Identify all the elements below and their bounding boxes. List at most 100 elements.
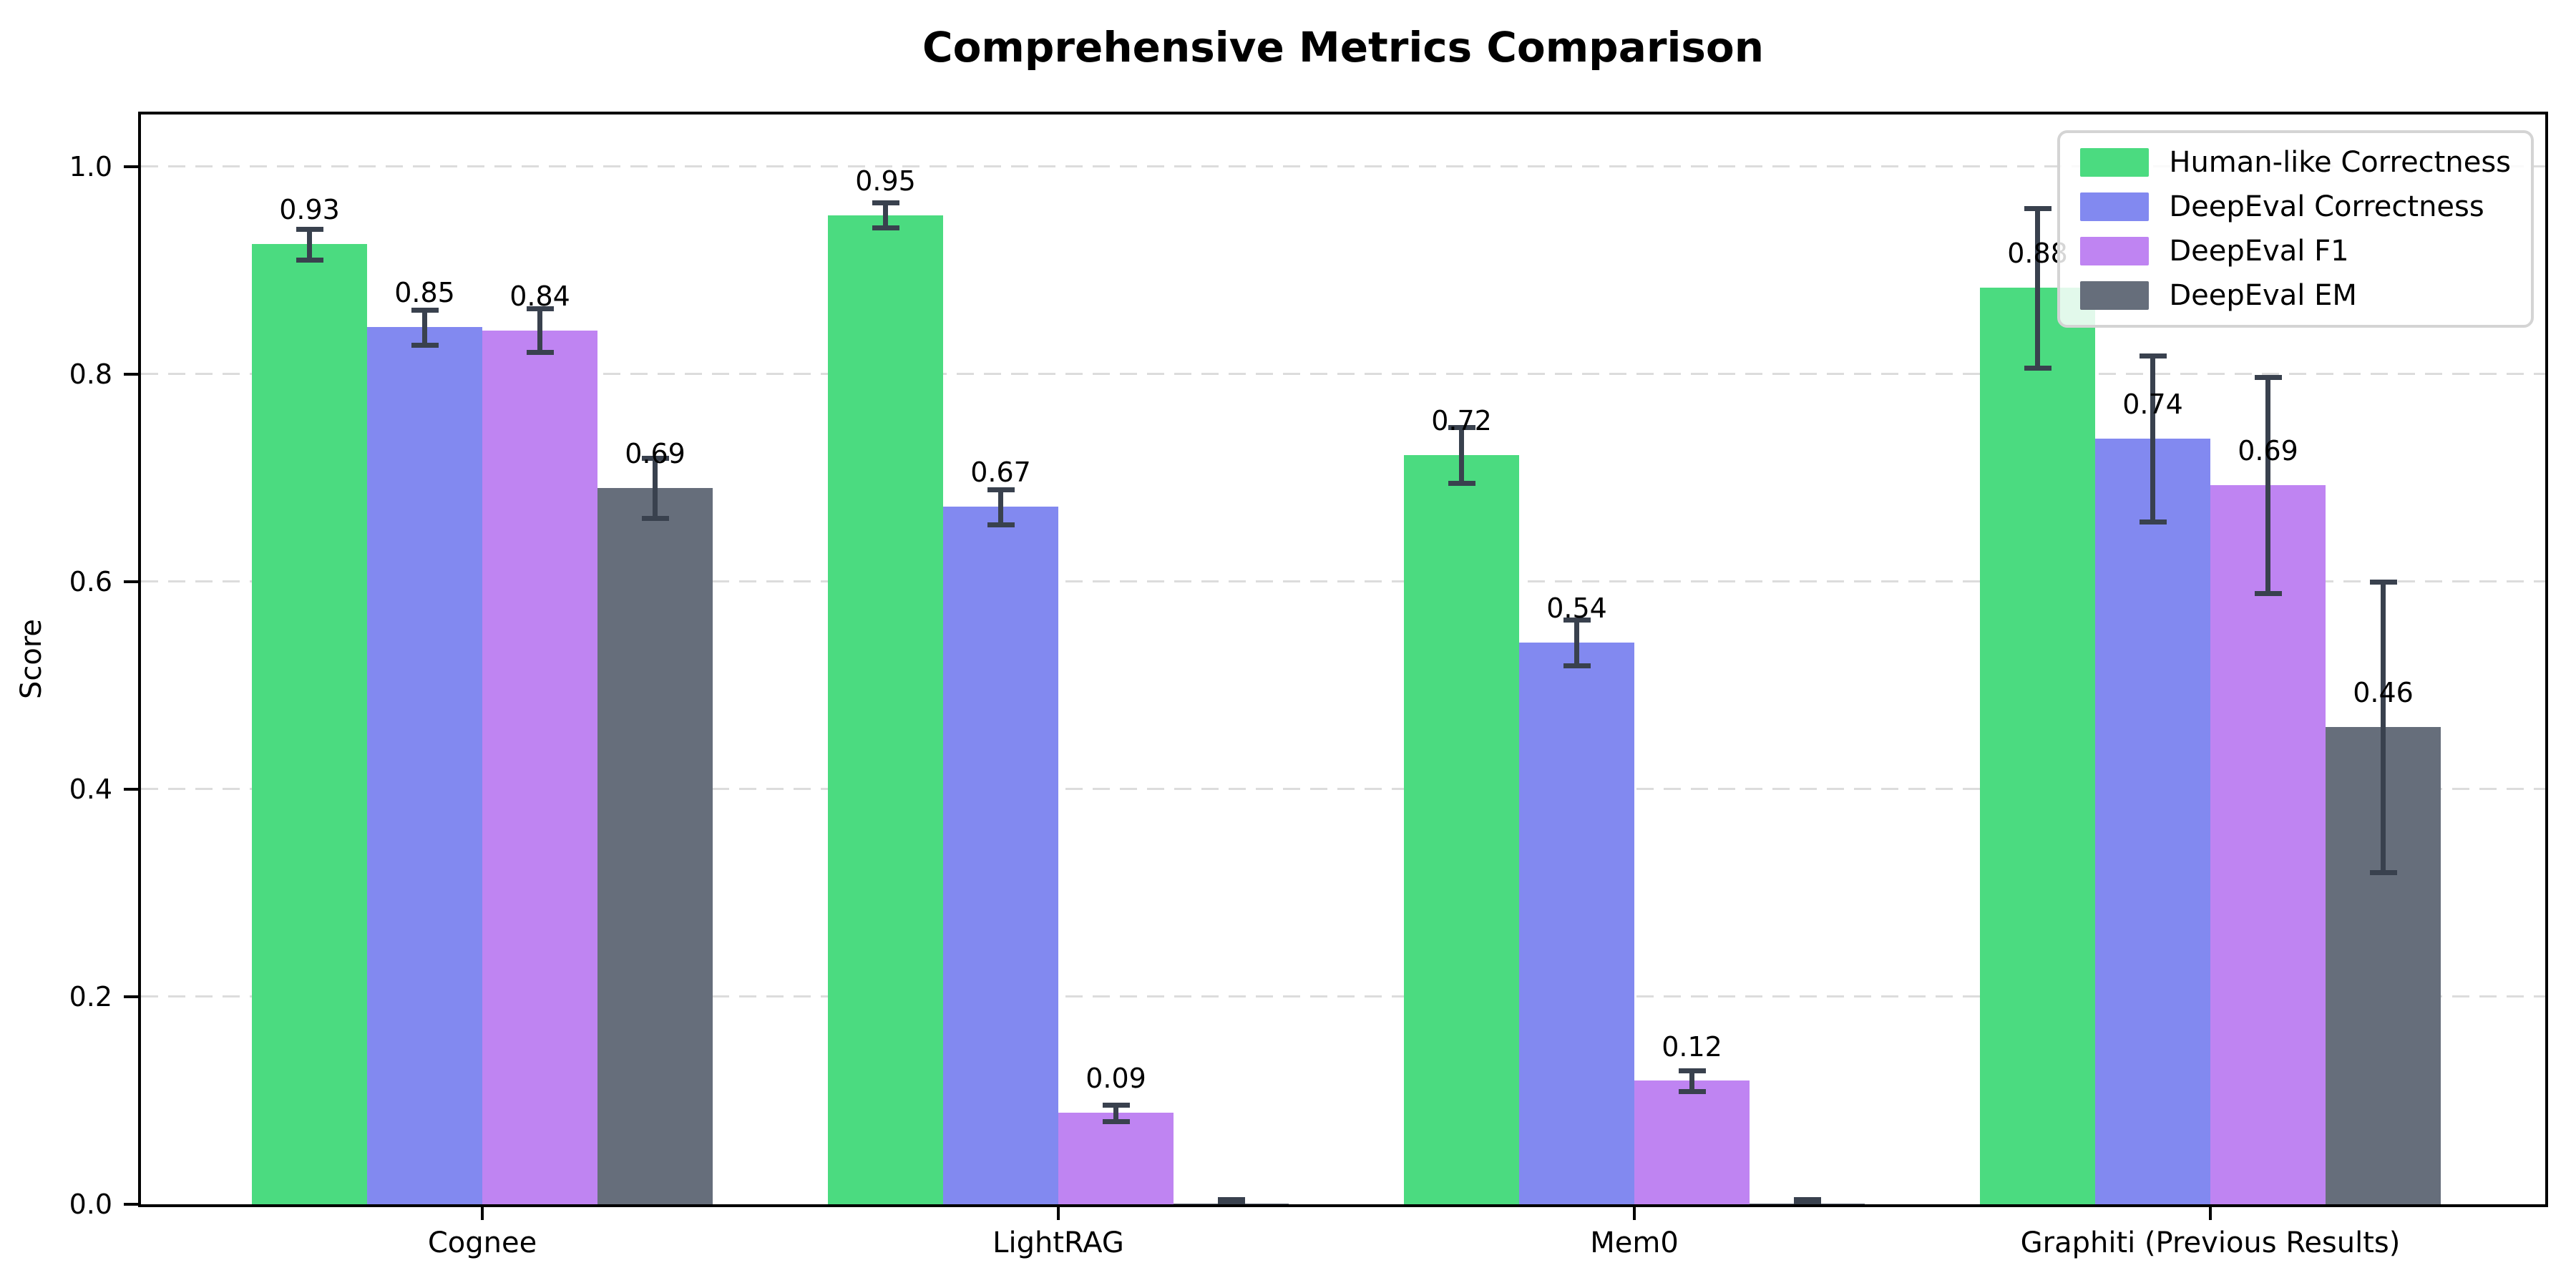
error-bar xyxy=(1574,620,1579,666)
bar-value-label: 0.67 xyxy=(970,457,1031,489)
error-bar-cap-top xyxy=(1563,618,1591,623)
error-bar xyxy=(2150,355,2155,522)
x-tick-mark xyxy=(2209,1207,2212,1220)
error-bar-cap-top xyxy=(872,200,899,206)
x-tick-mark xyxy=(481,1207,484,1220)
error-bar-cap-bottom xyxy=(2139,519,2167,525)
y-tick-mark xyxy=(124,787,138,791)
y-tick-label: 1.0 xyxy=(69,150,112,182)
plot-area: Human-like Correctness DeepEval Correctne… xyxy=(69,112,2548,1259)
error-bar-cap-top xyxy=(411,307,439,313)
y-tick-mark xyxy=(124,995,138,998)
error-bar-cap-bottom xyxy=(1678,1088,1706,1094)
legend-label: DeepEval EM xyxy=(2169,279,2357,312)
error-bar xyxy=(998,489,1003,525)
legend-item: Human-like Correctness xyxy=(2080,145,2511,180)
x-tick-mark xyxy=(1057,1207,1060,1220)
legend: Human-like Correctness DeepEval Correctne… xyxy=(2057,130,2534,328)
top-spine xyxy=(138,112,2548,114)
bar-value-label: 0.85 xyxy=(394,277,455,309)
error-bar-cap-bottom xyxy=(2369,869,2397,875)
y-tick-mark xyxy=(124,1203,138,1206)
bar xyxy=(1058,1113,1174,1204)
error-bar xyxy=(883,203,888,228)
y-tick-mark xyxy=(124,372,138,376)
legend-item: DeepEval Correctness xyxy=(2080,189,2511,225)
bar-value-label: 0.46 xyxy=(2353,676,2414,708)
bar-value-label: 0.54 xyxy=(1546,592,1607,625)
bar xyxy=(828,215,943,1204)
error-bar-cap-bottom xyxy=(411,343,439,348)
bar-value-label: 0.74 xyxy=(2122,388,2183,420)
bar-value-label: 0.69 xyxy=(625,438,686,470)
error-bar-cap-top xyxy=(2254,374,2282,380)
right-spine xyxy=(2545,112,2548,1207)
bar xyxy=(482,330,597,1204)
error-bar-cap-top xyxy=(296,226,323,232)
bar xyxy=(252,244,367,1204)
bar xyxy=(367,327,482,1204)
bar xyxy=(2095,438,2210,1204)
error-bar xyxy=(2381,581,2386,872)
error-bar-cap-top xyxy=(1448,424,1475,430)
error-bar xyxy=(422,309,427,345)
error-bar-cap-bottom xyxy=(296,258,323,263)
bar-value-label: 0.95 xyxy=(855,165,916,197)
bar xyxy=(2210,484,2326,1204)
y-tick-label: 0.8 xyxy=(69,358,112,390)
legend-label: DeepEval F1 xyxy=(2169,235,2349,268)
bar xyxy=(597,488,713,1204)
error-bar-cap-bottom xyxy=(641,516,669,522)
bar-value-label: 0.12 xyxy=(1662,1030,1722,1063)
y-tick-label: 0.4 xyxy=(69,773,112,805)
y-tick-label: 0.6 xyxy=(69,565,112,597)
error-bar-cap-top xyxy=(1102,1102,1130,1108)
y-axis-label: Score xyxy=(15,618,48,700)
error-bar-cap-top xyxy=(987,487,1015,492)
error-bar-cap-top xyxy=(2024,205,2051,211)
bar-value-label: 0.09 xyxy=(1085,1063,1146,1095)
error-bar-cap-bottom xyxy=(1563,663,1591,669)
error-bar-cap-top xyxy=(641,456,669,462)
y-tick-label: 0.2 xyxy=(69,980,112,1013)
bar-value-label: 0.84 xyxy=(509,280,570,312)
bar-value-label: 0.69 xyxy=(2238,434,2298,467)
error-bar-cap-bottom xyxy=(872,225,899,231)
y-tick-mark xyxy=(124,580,138,583)
bar xyxy=(1404,454,1519,1204)
error-bar-cap-bottom xyxy=(526,350,554,356)
error-bar xyxy=(1113,1104,1118,1121)
legend-swatch xyxy=(2080,281,2150,310)
gridline xyxy=(141,788,2545,791)
error-bar-cap-bottom xyxy=(2024,365,2051,371)
y-axis-spine xyxy=(138,112,141,1207)
error-bar-cap-top xyxy=(1793,1196,1821,1202)
legend-swatch xyxy=(2080,237,2150,265)
error-bar xyxy=(653,458,658,519)
error-bar xyxy=(537,308,542,353)
x-tick-label: Cognee xyxy=(427,1226,537,1259)
bar-value-label: 0.72 xyxy=(1431,404,1492,436)
bar xyxy=(1634,1080,1750,1204)
gridline xyxy=(141,995,2545,998)
gridline xyxy=(141,580,2545,583)
x-tick-label: Mem0 xyxy=(1590,1226,1679,1259)
legend-label: Human-like Correctness xyxy=(2169,146,2511,179)
error-bar-cap-bottom xyxy=(2254,590,2282,596)
error-bar-cap-top xyxy=(1217,1196,1245,1202)
gridline xyxy=(141,373,2545,376)
chart-title: Comprehensive Metrics Comparison xyxy=(922,23,1764,72)
x-axis-spine xyxy=(138,1204,2548,1207)
gridline xyxy=(141,165,2545,168)
error-bar xyxy=(2265,376,2270,593)
legend-item: DeepEval EM xyxy=(2080,278,2511,313)
legend-swatch xyxy=(2080,192,2150,221)
error-bar xyxy=(1689,1070,1694,1091)
error-bar-cap-top xyxy=(1678,1068,1706,1073)
error-bar-cap-bottom xyxy=(1102,1118,1130,1124)
bar xyxy=(943,507,1058,1204)
error-bar-cap-top xyxy=(2369,579,2397,585)
error-bar-cap-bottom xyxy=(987,522,1015,527)
legend-item: DeepEval F1 xyxy=(2080,233,2511,269)
x-tick-label: LightRAG xyxy=(992,1226,1124,1259)
